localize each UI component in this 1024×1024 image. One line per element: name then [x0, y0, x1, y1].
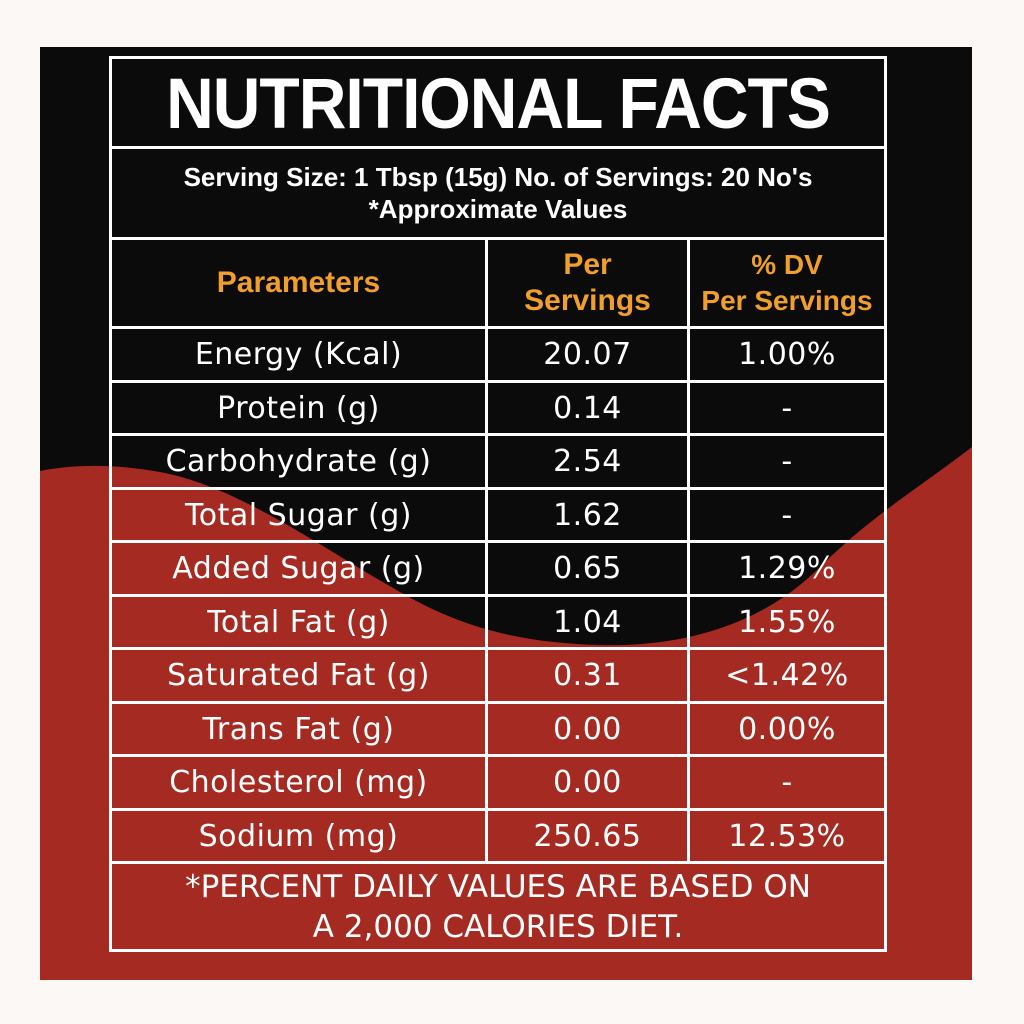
row-parameter: Cholesterol (mg): [169, 765, 428, 800]
row-parameter: Added Sugar (g): [172, 551, 425, 586]
row-per-serving: 1.04: [553, 605, 622, 640]
row-parameter: Total Fat (g): [207, 605, 390, 640]
row-parameter: Energy (Kcal): [194, 337, 403, 372]
row-daily-value: 1.29%: [738, 551, 836, 586]
row-daily-value: 12.53%: [728, 819, 846, 854]
row-per-serving: 0.00: [553, 712, 622, 747]
row-parameter: Trans Fat (g): [202, 712, 395, 747]
header-per-servings-line1: Per: [563, 248, 612, 281]
row-per-serving: 0.00: [553, 765, 622, 800]
header-per-servings: Per Servings: [488, 240, 687, 326]
title-cell: NUTRITIONAL FACTS: [112, 59, 884, 146]
row-per-serving: 0.65: [553, 551, 622, 586]
footnote-line1: *PERCENT DAILY VALUES ARE BASED ON: [185, 868, 811, 905]
header-dv-line2: Per Servings: [701, 285, 873, 316]
serving-size-text: Serving Size: 1 Tbsp (15g) No. of Servin…: [183, 162, 813, 192]
label-title: NUTRITIONAL FACTS: [166, 62, 831, 143]
row-parameter: Protein (g): [217, 391, 380, 426]
row-daily-value: 1.55%: [738, 605, 836, 640]
header-parameters: Parameters: [112, 240, 485, 326]
row-daily-value: -: [781, 765, 793, 800]
serving-info: Serving Size: 1 Tbsp (15g) No. of Servin…: [112, 149, 884, 237]
background-wave: [40, 47, 972, 980]
row-daily-value: <1.42%: [725, 658, 849, 693]
row-per-serving: 0.31: [553, 658, 622, 693]
footnote-line2: A 2,000 CALORIES DIET.: [312, 908, 684, 945]
header-parameters-label: Parameters: [216, 266, 381, 299]
nutrition-table: NUTRITIONAL FACTS Serving Size: 1 Tbsp (…: [109, 56, 887, 952]
row-per-serving: 20.07: [543, 337, 632, 372]
row-parameter: Saturated Fat (g): [167, 658, 430, 693]
header-per-servings-line2: Servings: [524, 284, 651, 317]
row-daily-value: -: [781, 391, 793, 426]
header-daily-value: % DV Per Servings: [690, 240, 884, 326]
nutrition-label-panel: NUTRITIONAL FACTS Serving Size: 1 Tbsp (…: [40, 47, 972, 980]
footnote: *PERCENT DAILY VALUES ARE BASED ON A 2,0…: [112, 864, 884, 949]
row-daily-value: -: [781, 444, 793, 479]
row-per-serving: 250.65: [533, 819, 642, 854]
row-daily-value: -: [781, 498, 793, 533]
approximate-values-note: *Approximate Values: [368, 194, 628, 224]
row-daily-value: 0.00%: [738, 712, 836, 747]
row-per-serving: 1.62: [553, 498, 622, 533]
row-parameter: Sodium (mg): [198, 819, 399, 854]
header-dv-line1: % DV: [751, 249, 823, 280]
row-parameter: Total Sugar (g): [185, 498, 412, 533]
row-daily-value: 1.00%: [738, 337, 836, 372]
row-per-serving: 2.54: [553, 444, 622, 479]
row-parameter: Carbohydrate (g): [165, 444, 432, 479]
row-per-serving: 0.14: [553, 391, 622, 426]
